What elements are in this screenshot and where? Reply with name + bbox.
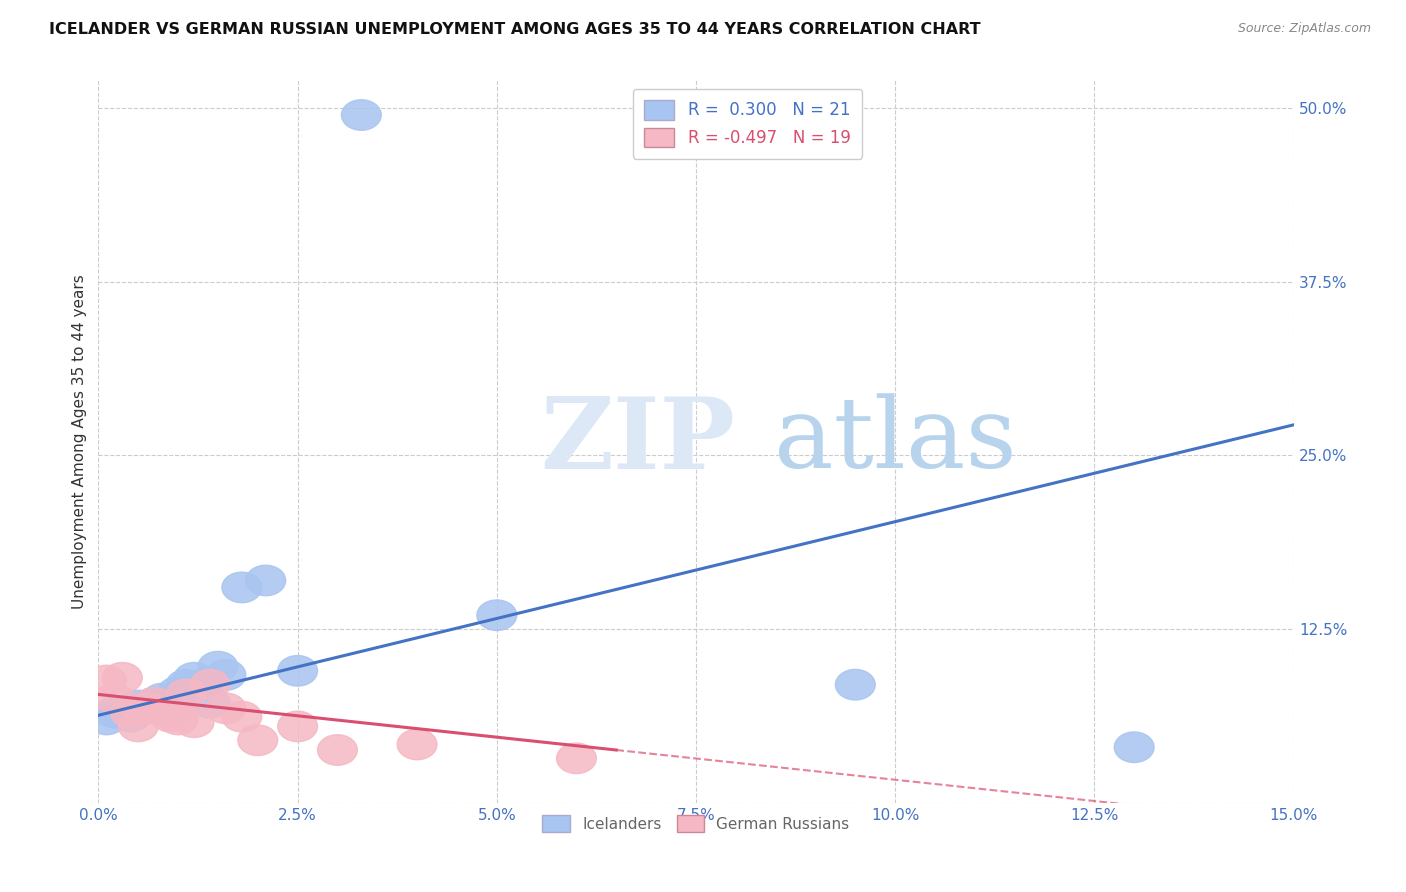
Ellipse shape <box>166 679 207 710</box>
Ellipse shape <box>159 704 198 735</box>
Y-axis label: Unemployment Among Ages 35 to 44 years: Unemployment Among Ages 35 to 44 years <box>72 274 87 609</box>
Ellipse shape <box>118 711 159 741</box>
Ellipse shape <box>174 707 214 738</box>
Ellipse shape <box>111 701 150 732</box>
Ellipse shape <box>150 701 190 732</box>
Text: ICELANDER VS GERMAN RUSSIAN UNEMPLOYMENT AMONG AGES 35 TO 44 YEARS CORRELATION C: ICELANDER VS GERMAN RUSSIAN UNEMPLOYMENT… <box>49 22 981 37</box>
Ellipse shape <box>207 693 246 723</box>
Ellipse shape <box>87 704 127 735</box>
Text: atlas: atlas <box>773 393 1017 490</box>
Ellipse shape <box>142 683 183 714</box>
Ellipse shape <box>111 698 150 728</box>
Ellipse shape <box>190 669 231 700</box>
Ellipse shape <box>278 711 318 741</box>
Text: ZIP: ZIP <box>541 393 735 490</box>
Ellipse shape <box>246 566 285 596</box>
Ellipse shape <box>127 693 166 723</box>
Ellipse shape <box>318 735 357 765</box>
Text: Source: ZipAtlas.com: Source: ZipAtlas.com <box>1237 22 1371 36</box>
Ellipse shape <box>127 693 166 723</box>
Ellipse shape <box>87 665 127 696</box>
Ellipse shape <box>238 725 278 756</box>
Ellipse shape <box>222 572 262 603</box>
Ellipse shape <box>278 656 318 686</box>
Ellipse shape <box>198 651 238 681</box>
Ellipse shape <box>94 683 135 714</box>
Ellipse shape <box>1115 732 1154 763</box>
Ellipse shape <box>159 676 198 707</box>
Legend: Icelanders, German Russians: Icelanders, German Russians <box>536 809 856 838</box>
Ellipse shape <box>398 729 437 760</box>
Ellipse shape <box>190 688 231 718</box>
Ellipse shape <box>222 701 262 732</box>
Ellipse shape <box>166 669 207 700</box>
Ellipse shape <box>150 698 190 728</box>
Ellipse shape <box>103 663 142 693</box>
Ellipse shape <box>557 743 596 773</box>
Ellipse shape <box>118 690 159 721</box>
Ellipse shape <box>183 669 222 700</box>
Ellipse shape <box>342 100 381 130</box>
Ellipse shape <box>207 660 246 690</box>
Ellipse shape <box>835 669 876 700</box>
Ellipse shape <box>135 688 174 718</box>
Ellipse shape <box>135 688 174 718</box>
Ellipse shape <box>477 600 517 631</box>
Ellipse shape <box>174 663 214 693</box>
Ellipse shape <box>94 698 135 728</box>
